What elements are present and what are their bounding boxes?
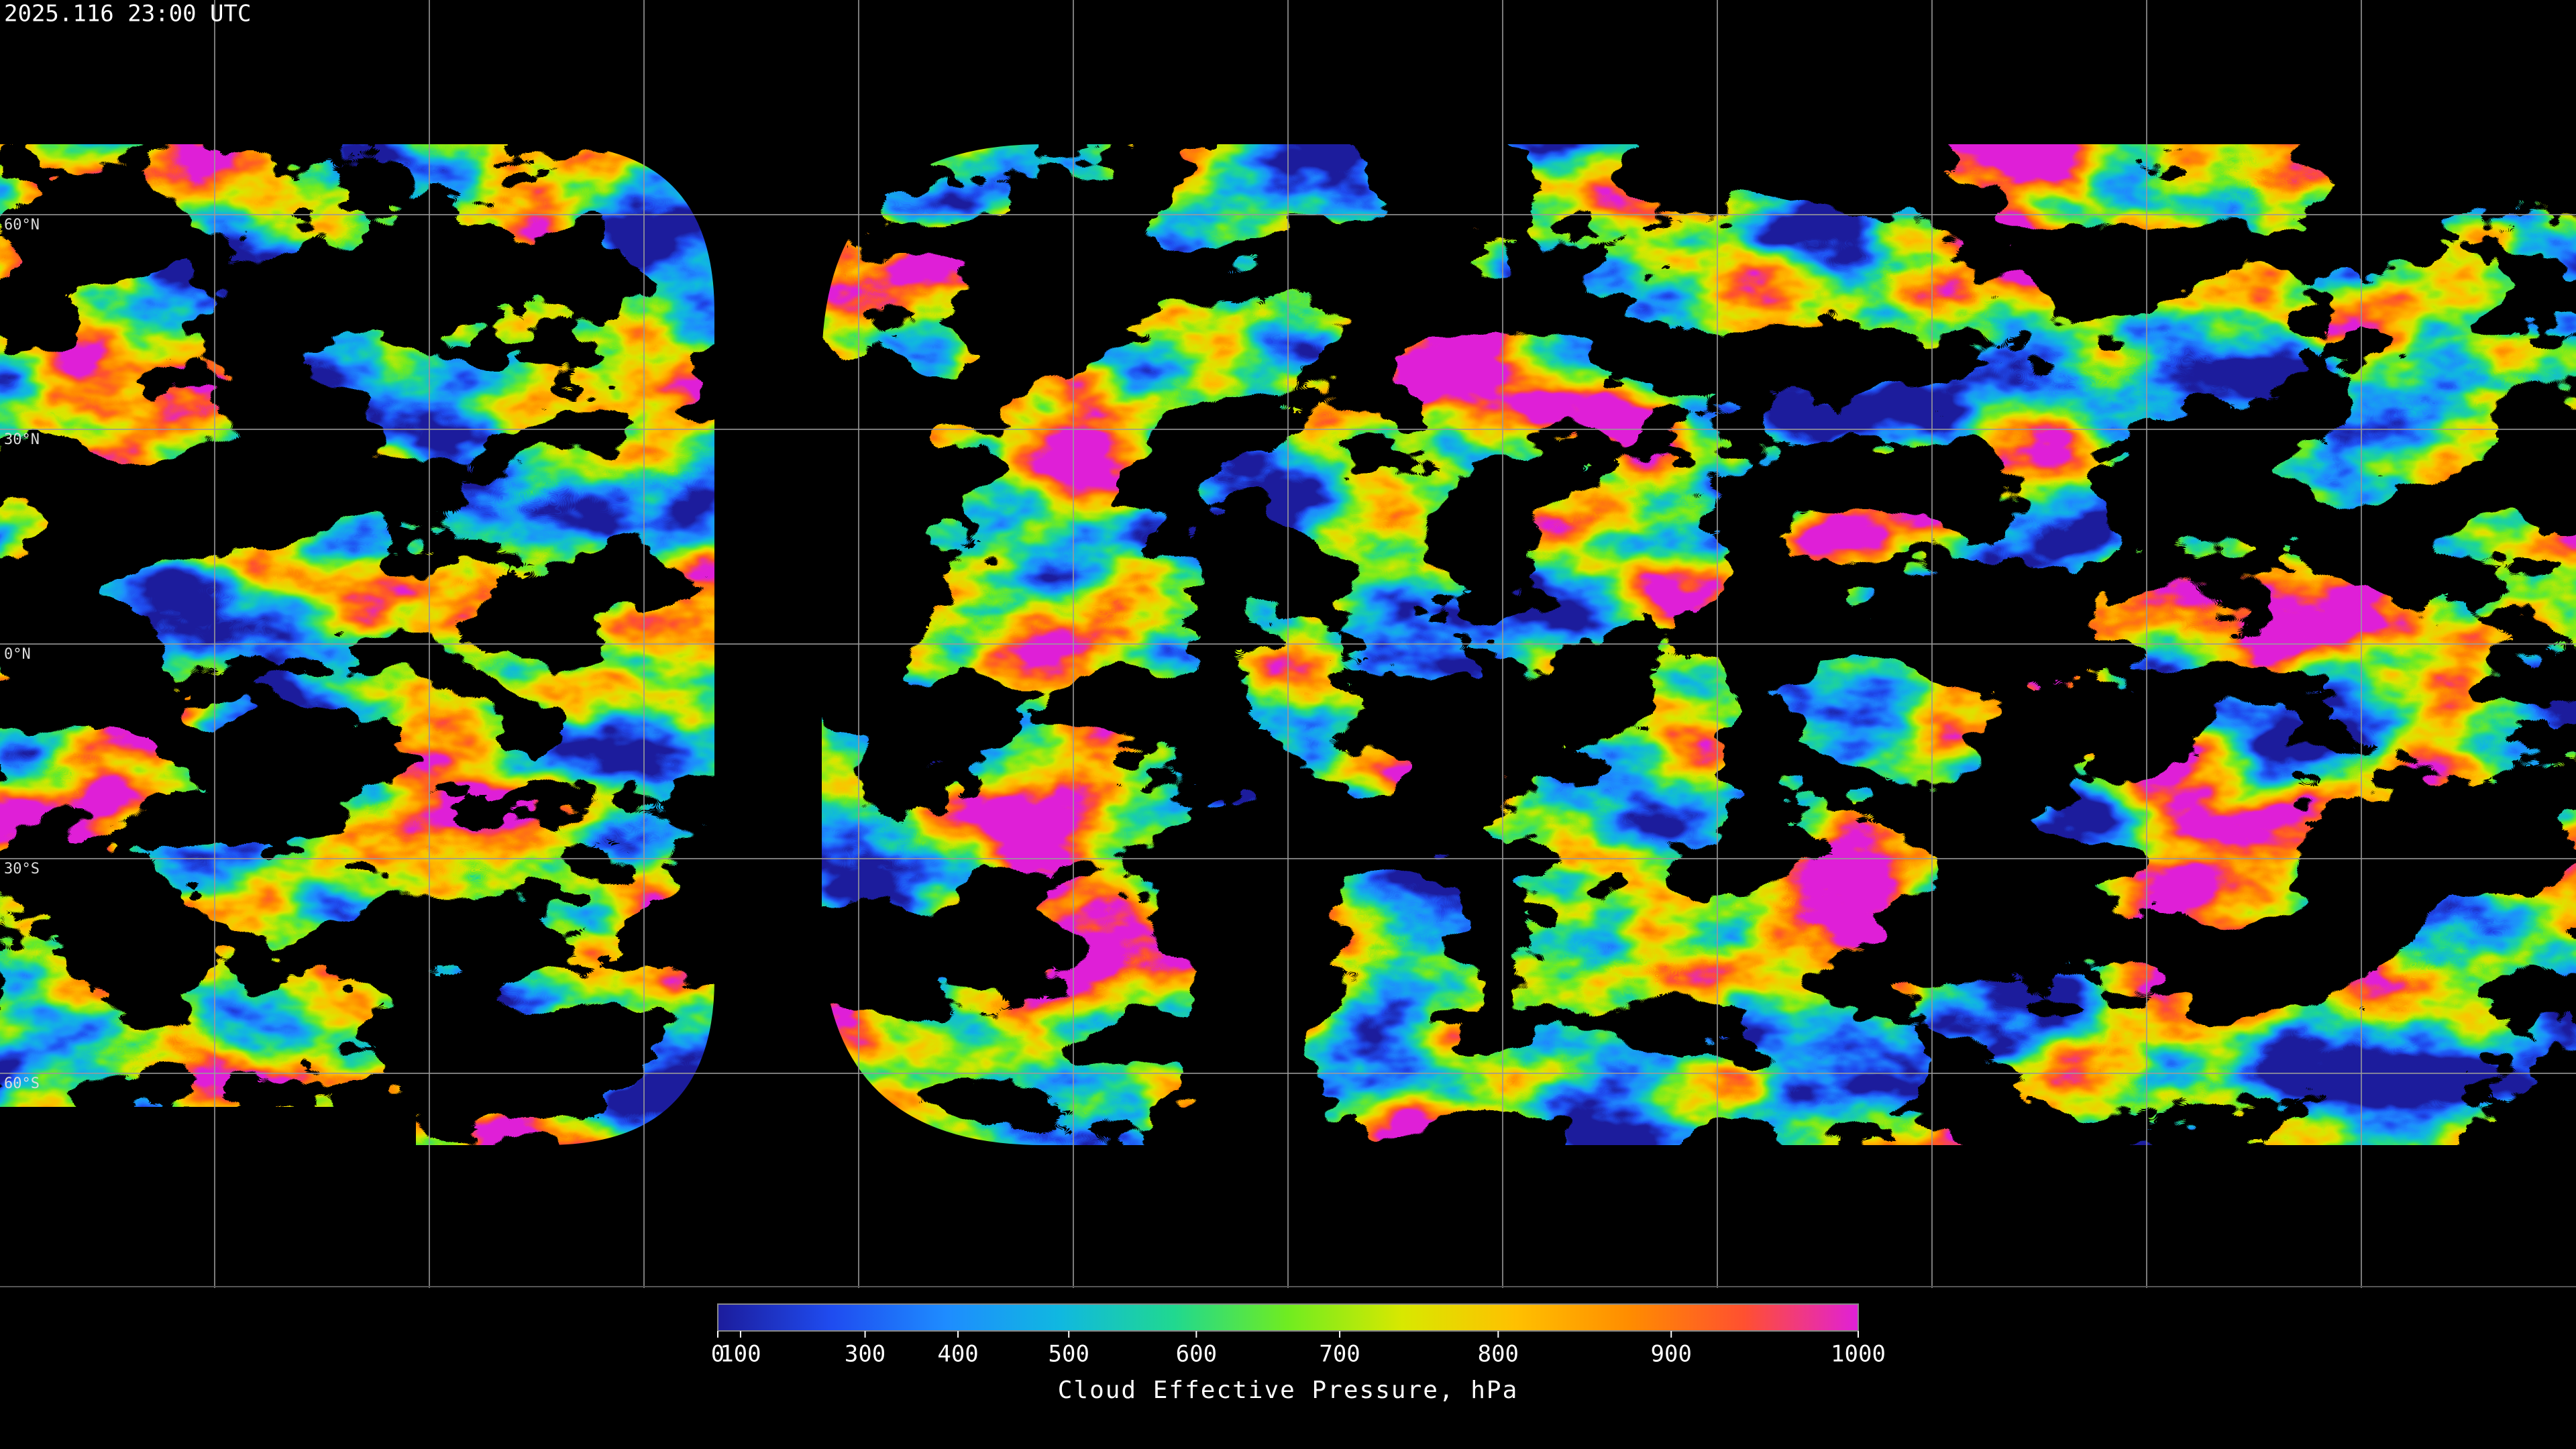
latitude-label: 60°S <box>4 1075 40 1092</box>
colorbar-tick-label: 500 <box>1049 1341 1089 1368</box>
colorbar-tick-label: 300 <box>845 1341 885 1368</box>
graticule: 60°N 30°N 0°N 30°S 60°S <box>0 0 2576 1288</box>
colorbar-tick-label: 400 <box>937 1341 978 1368</box>
colorbar-tick-label: 600 <box>1176 1341 1217 1368</box>
colorbar-tick-label: 900 <box>1651 1341 1692 1368</box>
latitude-label: 0°N <box>4 646 31 663</box>
colorbar-tick-label: 700 <box>1319 1341 1360 1368</box>
latitude-label: 30°S <box>4 861 40 877</box>
colorbar <box>717 1303 1859 1332</box>
latitude-label: 30°N <box>4 431 40 448</box>
latitude-label: 60°N <box>4 217 40 233</box>
colorbar-tick-label: 1000 <box>1831 1341 1886 1368</box>
colorbar-tick-label: 100 <box>720 1341 761 1368</box>
colorbar-tick-label: 0 <box>711 1341 724 1368</box>
colorbar-title: Cloud Effective Pressure, hPa <box>1058 1377 1519 1404</box>
colorbar-tick-label: 800 <box>1478 1341 1519 1368</box>
timestamp: 2025.116 23:00 UTC <box>4 1 251 28</box>
